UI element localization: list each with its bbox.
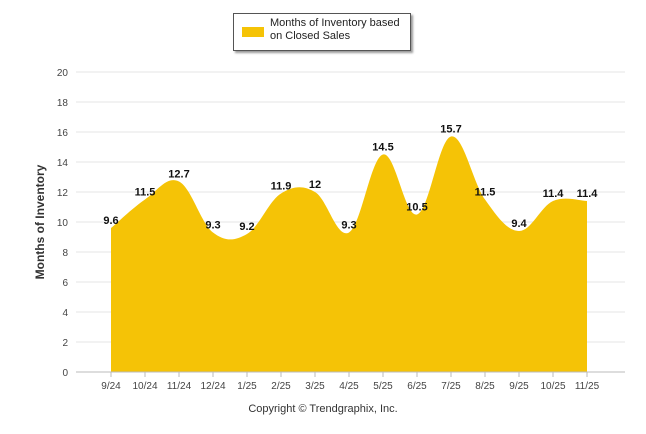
data-label: 9.4 <box>511 218 527 230</box>
x-tick-label: 3/25 <box>305 381 325 392</box>
x-tick-label: 9/25 <box>509 381 529 392</box>
data-label: 9.6 <box>103 215 118 227</box>
y-tick-label: 16 <box>57 128 69 139</box>
x-tick-label: 4/25 <box>339 381 359 392</box>
x-tick-label: 9/24 <box>101 381 121 392</box>
y-tick-label: 6 <box>62 278 68 289</box>
data-label: 11.5 <box>475 187 496 199</box>
data-label: 9.3 <box>341 220 356 232</box>
legend: Months of Inventory based on Closed Sale… <box>233 13 411 51</box>
y-tick-label: 12 <box>57 188 69 199</box>
x-tick-label: 12/24 <box>200 381 225 392</box>
data-labels: 9.6 11.5 12.7 9.3 9.2 11.9 12 9.3 14.5 10.5 15.7 11… <box>103 124 598 234</box>
y-tick-label: 18 <box>57 98 69 109</box>
x-tick-label: 10/25 <box>540 381 565 392</box>
data-label: 11.9 <box>271 181 292 193</box>
y-tick-label: 10 <box>57 218 69 229</box>
y-tick-label: 8 <box>62 248 68 259</box>
data-label: 11.4 <box>543 188 565 200</box>
copyright-text: Copyright © Trendgraphix, Inc. <box>248 403 398 415</box>
y-axis-ticks: 0 2 4 6 8 10 12 14 16 18 20 <box>57 68 69 379</box>
x-axis: 9/24 10/24 11/24 12/24 1/25 2/25 3/25 4/25 5/25 6… <box>76 371 625 392</box>
x-tick-label: 1/25 <box>237 381 257 392</box>
data-label: 12.7 <box>168 169 189 181</box>
data-label: 9.2 <box>239 221 254 233</box>
data-label: 15.7 <box>440 124 461 136</box>
area-series <box>111 136 587 372</box>
y-tick-label: 20 <box>57 68 69 79</box>
legend-swatch <box>242 27 264 37</box>
y-tick-label: 4 <box>62 308 68 319</box>
data-label: 10.5 <box>406 202 427 214</box>
legend-label: Months of Inventory based on Closed Sale… <box>270 17 400 42</box>
x-tick-label: 10/24 <box>132 381 157 392</box>
y-tick-label: 0 <box>62 368 68 379</box>
data-label: 14.5 <box>372 142 393 154</box>
y-tick-label: 14 <box>57 158 69 169</box>
x-tick-label: 2/25 <box>271 381 291 392</box>
x-tick-label: 11/25 <box>575 381 600 392</box>
x-tick-label: 5/25 <box>373 381 393 392</box>
data-label: 9.3 <box>205 220 220 232</box>
x-tick-label: 6/25 <box>407 381 427 392</box>
data-label: 11.5 <box>135 187 156 199</box>
y-tick-label: 2 <box>62 338 68 349</box>
x-tick-label: 8/25 <box>475 381 495 392</box>
data-label: 11.4 <box>577 188 599 200</box>
data-label: 12 <box>309 179 321 191</box>
y-axis-label: Months of Inventory <box>33 164 47 280</box>
x-tick-label: 11/24 <box>167 381 192 392</box>
x-tick-label: 7/25 <box>441 381 461 392</box>
